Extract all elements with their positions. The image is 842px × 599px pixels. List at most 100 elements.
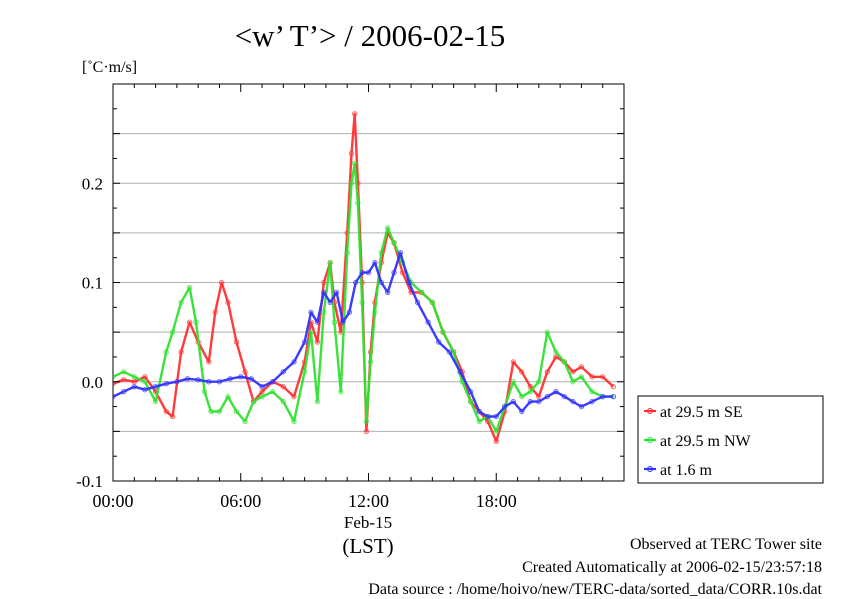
series-point-2 xyxy=(280,398,287,405)
series-clip xyxy=(113,111,617,444)
x-tick-label: 06:00 xyxy=(220,491,261,511)
chart-title: <w’ T’> / 2006-02-15 xyxy=(235,18,506,53)
series-point-3 xyxy=(468,388,474,395)
series-point-2 xyxy=(225,393,231,400)
series-point-1 xyxy=(527,384,534,390)
series-point-2 xyxy=(553,349,559,355)
series-point-2 xyxy=(468,398,474,405)
series-point-3 xyxy=(206,379,212,385)
series-point-1 xyxy=(321,279,327,286)
series-point-2 xyxy=(269,388,276,395)
series-point-3 xyxy=(510,398,516,405)
series-point-3 xyxy=(397,250,404,256)
series-point-3 xyxy=(346,309,353,315)
series-point-1 xyxy=(186,319,193,325)
axis-ticks xyxy=(112,83,625,482)
y-tick-label: 0.0 xyxy=(82,373,103,392)
series-point-3 xyxy=(238,374,244,380)
series-point-3 xyxy=(291,359,297,365)
series-point-1 xyxy=(570,369,576,375)
series-point-1 xyxy=(218,279,225,286)
series-point-2 xyxy=(233,408,240,415)
series-point-2 xyxy=(544,329,551,335)
series-point-1 xyxy=(589,374,595,380)
series-point-3 xyxy=(216,379,223,385)
series-point-3 xyxy=(391,269,397,276)
series-point-3 xyxy=(446,349,453,355)
series-point-2 xyxy=(355,200,361,206)
series-point-2 xyxy=(201,388,208,395)
series-point-3 xyxy=(610,393,617,400)
series-point-3 xyxy=(113,393,116,400)
series-point-1 xyxy=(493,438,499,444)
series-layer xyxy=(113,111,617,444)
series-point-2 xyxy=(327,259,333,266)
series-point-2 xyxy=(120,369,127,375)
series-point-3 xyxy=(142,386,148,393)
series-point-3 xyxy=(561,393,568,400)
series-point-2 xyxy=(589,388,595,395)
series-point-3 xyxy=(321,289,327,296)
series-point-1 xyxy=(212,309,218,315)
series-point-2 xyxy=(242,418,248,425)
series-point-3 xyxy=(527,398,534,405)
series-point-2 xyxy=(367,359,374,365)
series-point-3 xyxy=(436,339,442,345)
series-point-2 xyxy=(570,379,576,385)
series-point-3 xyxy=(589,398,595,405)
series-point-2 xyxy=(351,160,358,167)
series-point-2 xyxy=(208,408,214,415)
y-tick-label: 0.1 xyxy=(82,274,103,293)
series-point-1 xyxy=(399,269,406,276)
series-line-1 xyxy=(113,112,615,443)
plot-area xyxy=(112,83,625,482)
series-point-2 xyxy=(493,428,499,435)
series-point-2 xyxy=(331,319,338,325)
series-point-2 xyxy=(193,319,199,325)
series-point-2 xyxy=(440,329,446,335)
series-point-2 xyxy=(363,418,370,425)
series-point-1 xyxy=(131,379,137,385)
series-point-2 xyxy=(152,398,159,405)
series-point-3 xyxy=(120,388,127,395)
series-point-2 xyxy=(378,250,384,256)
series-point-2 xyxy=(250,398,257,405)
legend-label: at 29.5 m NW xyxy=(660,433,752,450)
series-point-2 xyxy=(291,418,297,425)
series-point-3 xyxy=(301,339,308,345)
series-point-3 xyxy=(457,369,463,375)
series-point-2 xyxy=(142,379,148,385)
series-point-1 xyxy=(142,374,148,380)
data-source-note: Data source : /home/hoivo/new/TERC-data/… xyxy=(368,581,822,598)
series-point-3 xyxy=(195,377,201,383)
legend: at 29.5 m SE at 29.5 m NW at 1.6 m xyxy=(637,395,824,484)
series-point-3 xyxy=(600,393,606,400)
series-point-2 xyxy=(384,225,391,231)
series-point-2 xyxy=(178,299,184,306)
series-point-1 xyxy=(510,359,516,365)
series-point-3 xyxy=(327,299,333,306)
series-point-1 xyxy=(163,408,169,415)
series-point-2 xyxy=(113,374,116,380)
series-point-3 xyxy=(174,379,180,385)
observed-note: Observed at TERC Tower site xyxy=(629,536,822,553)
series-point-2 xyxy=(259,393,265,400)
legend-label: at 29.5 m SE xyxy=(660,404,743,421)
series-point-2 xyxy=(391,240,397,246)
series-point-3 xyxy=(308,309,314,315)
series-point-3 xyxy=(227,376,233,382)
x-tick-label: 00:00 xyxy=(92,491,133,511)
series-point-3 xyxy=(131,384,137,390)
series-point-3 xyxy=(280,369,287,375)
y-tick-label: 0.2 xyxy=(82,174,103,193)
series-point-3 xyxy=(365,269,372,276)
legend-label: at 1.6 m xyxy=(660,462,713,479)
series-point-2 xyxy=(216,408,223,415)
series-point-3 xyxy=(536,398,542,405)
series-point-1 xyxy=(225,299,231,306)
series-point-2 xyxy=(344,250,350,256)
series-point-1 xyxy=(363,428,370,435)
series-point-1 xyxy=(544,369,551,375)
series-point-1 xyxy=(351,111,358,117)
